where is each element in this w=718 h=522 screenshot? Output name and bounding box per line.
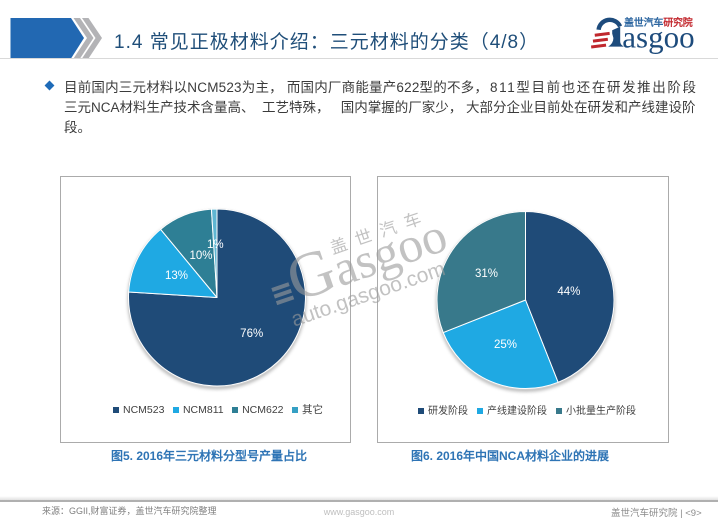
svg-text:盖世汽车研究院: 盖世汽车研究院 — [624, 16, 693, 29]
svg-text:asgoo: asgoo — [622, 20, 694, 55]
